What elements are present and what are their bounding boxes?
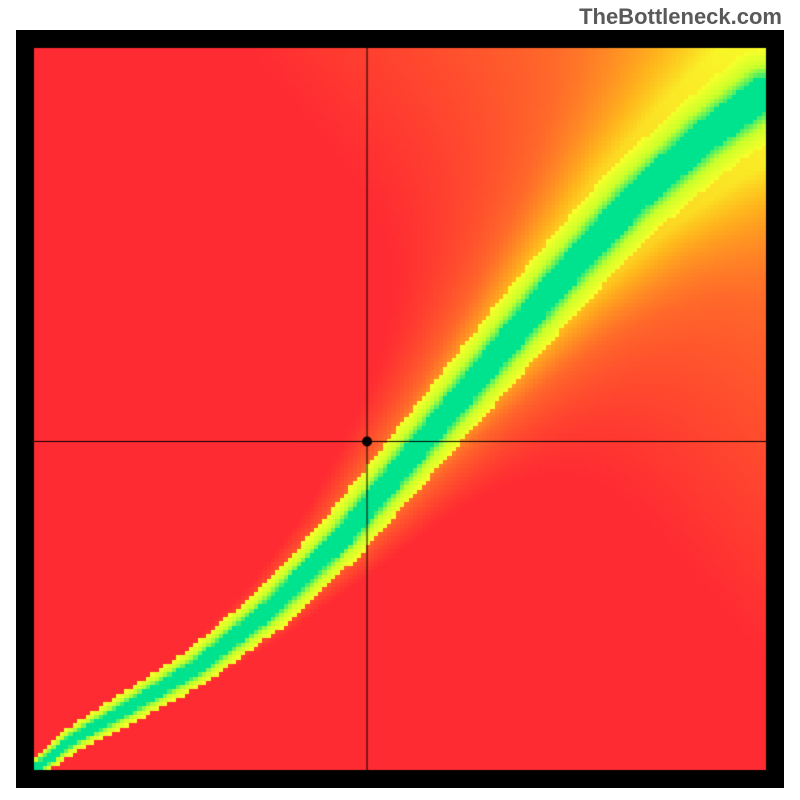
chart-container: TheBottleneck.com [0,0,800,800]
heatmap-canvas [16,30,784,788]
watermark-label: TheBottleneck.com [579,4,782,30]
plot-area [16,30,784,788]
